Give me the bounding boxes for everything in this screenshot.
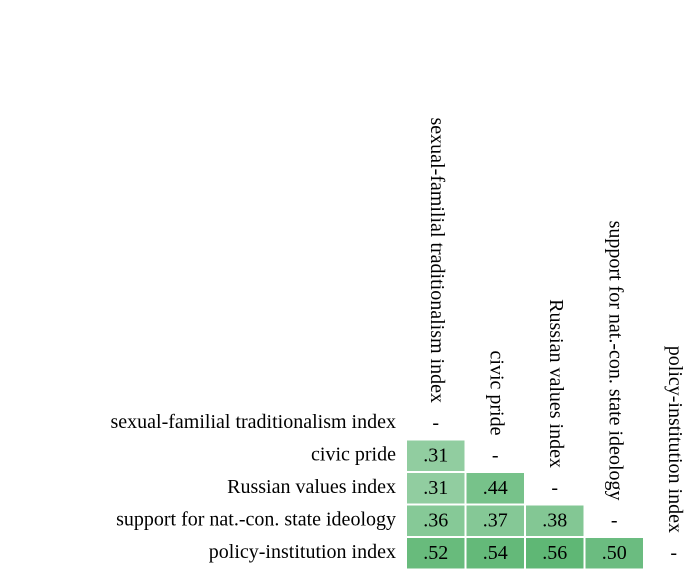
cell [466, 505, 524, 536]
column-label: policy-institution index [664, 346, 686, 533]
cell-label: .52 [423, 542, 448, 564]
column-label: sexual-familial traditionalism index [426, 118, 448, 403]
cell [466, 538, 524, 569]
cell-label: - [670, 542, 677, 564]
cell [526, 538, 584, 569]
cell [407, 538, 465, 569]
cell-label: - [551, 477, 558, 499]
row-label: Russian values index [227, 476, 396, 498]
cell-label: .56 [542, 542, 567, 564]
cell [585, 538, 643, 569]
column-label: civic pride [486, 351, 508, 436]
cell-label: .36 [423, 509, 448, 531]
cell-label: .31 [423, 477, 448, 499]
cell [407, 473, 465, 504]
column-label: support for nat.-con. state ideology [605, 221, 627, 501]
cell-label: .38 [542, 509, 567, 531]
row-label: policy-institution index [209, 541, 396, 563]
cell-label: - [432, 412, 439, 434]
cell-label: .50 [602, 542, 627, 564]
cell [407, 505, 465, 536]
cell-label: - [492, 444, 499, 466]
row-label: civic pride [311, 443, 396, 465]
column-label: Russian values index [545, 299, 567, 468]
cell-label: .44 [483, 477, 508, 499]
cell [407, 440, 465, 471]
cell-label: .54 [483, 542, 508, 564]
cell-label: .37 [483, 509, 508, 531]
cell-label: - [611, 509, 618, 531]
cell-label: .31 [423, 444, 448, 466]
cell [526, 505, 584, 536]
row-label: support for nat.-con. state ideology [116, 508, 396, 530]
row-label: sexual-familial traditionalism index [111, 411, 396, 433]
cell [466, 473, 524, 504]
